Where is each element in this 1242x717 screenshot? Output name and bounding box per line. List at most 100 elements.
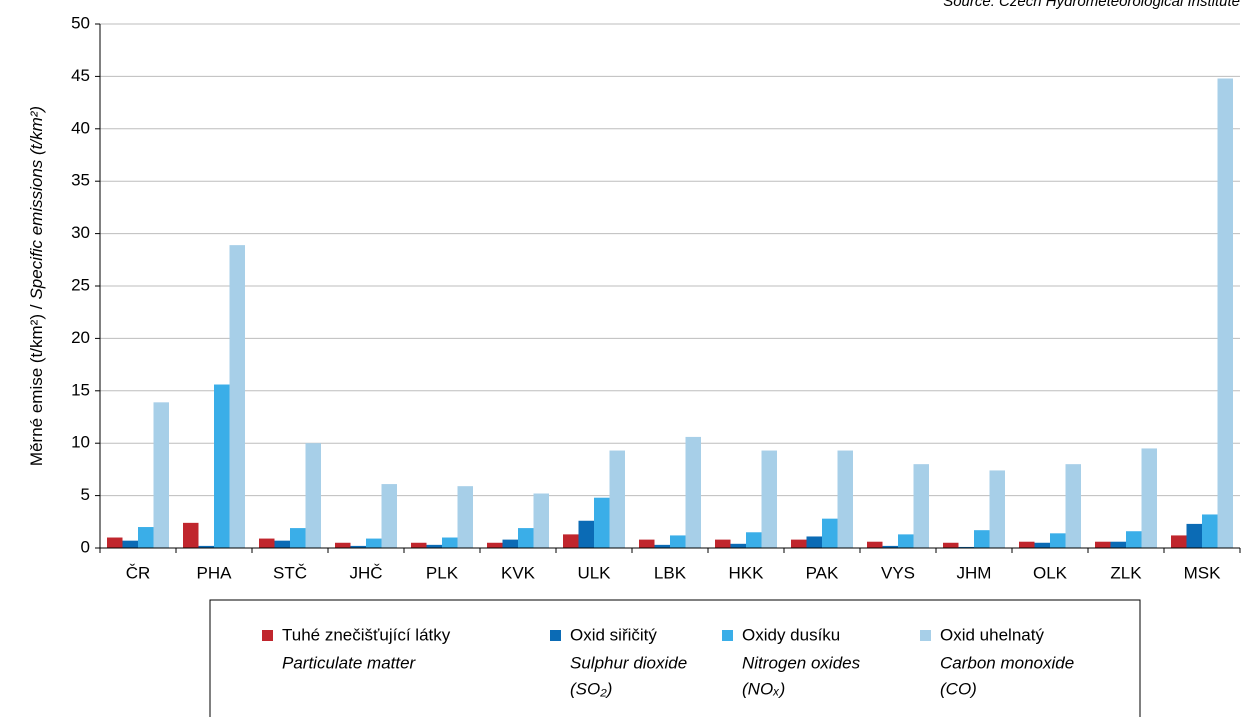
legend-swatch <box>262 630 273 641</box>
bar <box>305 443 321 548</box>
bar <box>1110 541 1126 548</box>
bar <box>1171 535 1187 548</box>
bar <box>122 540 138 548</box>
bar <box>654 544 670 548</box>
y-tick-label: 50 <box>71 13 90 32</box>
bar <box>943 542 959 548</box>
legend-label-en: Nitrogen oxides <box>742 653 861 672</box>
legend-label-en: (SO₂) <box>570 679 612 698</box>
bar <box>1095 541 1111 548</box>
legend-swatch <box>722 630 733 641</box>
x-tick-label: LBK <box>654 563 687 582</box>
bar <box>761 450 777 548</box>
x-tick-label: PHA <box>197 563 233 582</box>
bar <box>1141 448 1157 548</box>
bar <box>533 493 549 548</box>
bar <box>837 450 853 548</box>
bar <box>1050 533 1066 548</box>
bar <box>107 537 123 548</box>
y-tick-label: 5 <box>81 485 90 504</box>
x-tick-label: KVK <box>501 563 536 582</box>
x-tick-label: MSK <box>1184 563 1222 582</box>
bar <box>426 544 442 548</box>
bar <box>913 464 929 548</box>
legend-label-en: Sulphur dioxide <box>570 653 687 672</box>
x-tick-label: HKK <box>729 563 765 582</box>
bar <box>1217 78 1233 548</box>
legend-label: Oxid siřičitý <box>570 625 657 644</box>
legend-label: Oxidy dusíku <box>742 625 840 644</box>
bar <box>898 534 914 548</box>
bar <box>685 436 701 548</box>
bar <box>715 539 731 548</box>
bar <box>381 484 397 548</box>
bar <box>259 538 275 548</box>
y-tick-label: 45 <box>71 66 90 85</box>
bar <box>806 536 822 548</box>
bar <box>1065 464 1081 548</box>
bar <box>411 542 427 548</box>
bar <box>867 541 883 548</box>
y-axis-label: Měrné emise (t/km²) / Specific emissions … <box>27 106 46 466</box>
y-tick-label: 25 <box>71 275 90 294</box>
bar <box>1126 531 1142 548</box>
bar <box>502 539 518 548</box>
legend-swatch <box>550 630 561 641</box>
y-tick-label: 20 <box>71 328 90 347</box>
bar <box>487 542 503 548</box>
x-tick-label: OLK <box>1033 563 1068 582</box>
x-tick-label: PAK <box>806 563 839 582</box>
legend-label-en: (NOₓ) <box>742 679 785 698</box>
bar <box>1202 514 1218 548</box>
y-tick-label: 15 <box>71 380 90 399</box>
y-label-cs: Měrné emise (t/km²) / <box>27 304 46 466</box>
bar <box>214 384 230 548</box>
bar <box>457 486 473 548</box>
x-tick-label: JHČ <box>349 563 382 582</box>
x-tick-label: JHM <box>957 563 992 582</box>
x-tick-label: ČR <box>126 563 151 582</box>
bar <box>882 545 898 548</box>
legend-label-en: Carbon monoxide <box>940 653 1074 672</box>
x-tick-label: STČ <box>273 563 307 582</box>
bar <box>791 539 807 548</box>
bar <box>989 470 1005 548</box>
bar <box>563 534 579 548</box>
bar <box>518 528 534 548</box>
bar <box>958 546 974 548</box>
bar <box>153 402 169 548</box>
bar <box>639 539 655 548</box>
y-tick-label: 30 <box>71 223 90 242</box>
bar <box>335 542 351 548</box>
legend-label-en: Particulate matter <box>282 653 417 672</box>
bar <box>1186 523 1202 548</box>
y-tick-label: 35 <box>71 171 90 190</box>
bar <box>974 530 990 548</box>
bar <box>183 522 199 548</box>
legend-label: Oxid uhelnatý <box>940 625 1044 644</box>
x-tick-label: VYS <box>881 563 915 582</box>
legend-label-en: (CO) <box>940 679 977 698</box>
bar <box>198 545 214 548</box>
y-tick-label: 40 <box>71 118 90 137</box>
bar <box>609 450 625 548</box>
bar <box>670 535 686 548</box>
bar <box>138 527 154 548</box>
bar <box>1019 541 1035 548</box>
legend-box <box>209 599 1141 717</box>
bar <box>290 528 306 548</box>
bar <box>229 245 245 549</box>
legend-label: Tuhé znečišťující látky <box>282 625 451 644</box>
bar <box>594 497 610 548</box>
y-tick-label: 10 <box>71 433 90 452</box>
y-tick-label: 0 <box>81 537 90 556</box>
source: Source: Czech Hydrometeorological Instit… <box>943 0 1240 10</box>
x-tick-label: ULK <box>577 563 611 582</box>
bar <box>442 537 458 548</box>
bar <box>822 518 838 548</box>
y-label-en: Specific emissions (t/km²) <box>27 106 46 300</box>
bar <box>730 543 746 548</box>
bar <box>274 540 290 548</box>
bar <box>1034 542 1050 548</box>
